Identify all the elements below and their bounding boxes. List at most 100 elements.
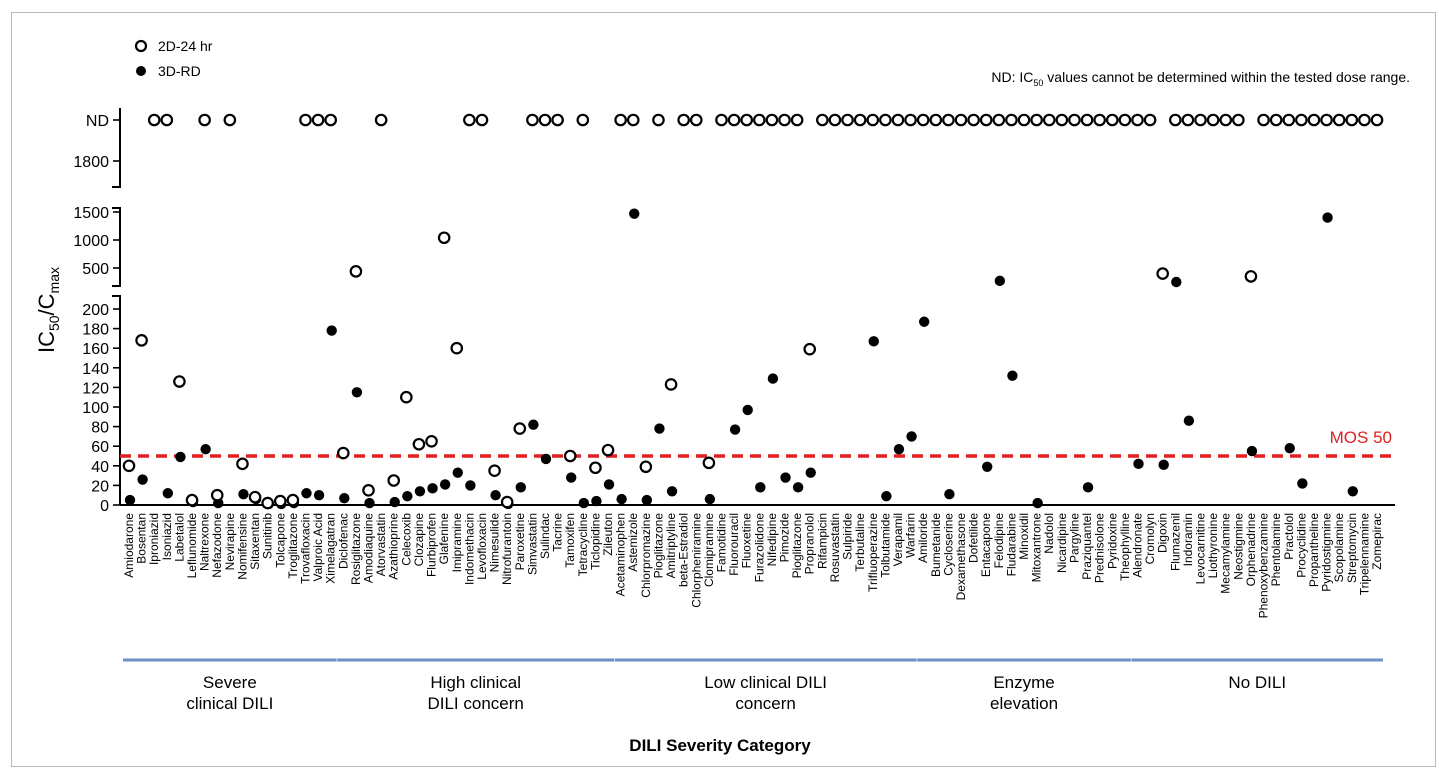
- point-2d-0-6: [198, 113, 211, 127]
- nd-note-prefix: ND: IC: [991, 69, 1033, 85]
- x-tick-label-2-20: Trifluoperazine: [866, 513, 880, 592]
- y-tick-label-mid-0: 500: [82, 261, 109, 278]
- point-2d-1-16: [538, 113, 552, 127]
- point-2d-4-0: [1131, 113, 1144, 127]
- point-3d-4-12: [1284, 442, 1295, 454]
- point-2d-2-11: [753, 113, 766, 127]
- x-tick-label-4-17: Streptomycin: [1345, 513, 1359, 583]
- point-3d-0-1: [137, 474, 148, 485]
- point-3d-2-11: [755, 482, 766, 493]
- point-2d-1-2: [362, 483, 375, 497]
- y-tick-label-mid-2: 1500: [73, 205, 109, 222]
- point-2d-3-2: [942, 113, 955, 127]
- x-tick-label-1-0: Diclofenac: [336, 513, 350, 569]
- point-2d-2-12: [765, 113, 779, 127]
- x-tick-label-1-5: Celecoxib: [399, 513, 413, 566]
- x-tick-label-1-12: Nimesulide: [488, 513, 502, 573]
- x-tick-label-0-2: Iproniazid: [147, 513, 161, 565]
- threshold-line: MOS 50: [120, 428, 1395, 458]
- axes: [112, 108, 1395, 506]
- x-tick-label-2-18: Sulpiride: [841, 513, 855, 560]
- group-label-4-line1: No DILI: [1228, 673, 1286, 692]
- x-tick-label-3-9: Mitoxantrone: [1030, 513, 1044, 583]
- x-tick-label-3-14: Prednisolone: [1093, 513, 1107, 583]
- point-2d-4-4: [1181, 113, 1195, 127]
- x-tick-label-0-6: Naltrexone: [198, 513, 212, 571]
- x-tick-label-3-10: Nadolol: [1042, 513, 1056, 554]
- point-2d-2-9: [727, 113, 741, 127]
- x-tick-label-2-19: Terbutaline: [853, 513, 867, 572]
- point-3d-3-2: [944, 489, 955, 500]
- group-label-0-line2: clinical DILI: [186, 694, 273, 713]
- x-tick-label-4-16: Scopolamine: [1332, 513, 1346, 583]
- x-tick-label-4-9: Orphenadrine: [1244, 513, 1258, 587]
- group-label-1-line1: High clinical: [430, 673, 521, 692]
- point-3d-4-2: [1158, 459, 1169, 471]
- point-2d-3-16: [1118, 113, 1132, 127]
- point-2d-1-18: [563, 449, 577, 463]
- legend-label-3d: 3D-RD: [158, 63, 201, 79]
- x-tick-label-4-4: Indoramin: [1181, 513, 1195, 566]
- point-2d-4-8: [1232, 113, 1245, 127]
- x-tick-label-1-8: Glafenine: [437, 513, 451, 565]
- x-tick-label-2-6: Chlorpheniramine: [689, 513, 703, 608]
- point-3d-0-6: [200, 443, 211, 455]
- point-2d-1-17: [551, 113, 564, 127]
- point-3d-1-15: [528, 419, 539, 430]
- point-2d-4-9: [1244, 270, 1258, 283]
- point-2d-2-3: [652, 113, 665, 127]
- point-2d-2-22: [891, 113, 905, 127]
- x-tick-label-4-18: Tripelennamine: [1357, 513, 1371, 596]
- point-2d-1-11: [475, 113, 489, 127]
- x-tick-label-2-17: Rosuvastatin: [828, 513, 842, 582]
- x-tick-label-3-16: Theophylline: [1118, 513, 1132, 581]
- x-tick-label-2-9: Fluorouracil: [727, 513, 741, 576]
- point-3d-4-4: [1183, 415, 1195, 426]
- point-2d-1-5: [400, 390, 413, 404]
- x-tick-label-3-15: Pyridoxine: [1105, 513, 1119, 569]
- point-2d-0-4: [173, 375, 186, 388]
- x-tick-label-0-7: Nefazodone: [210, 513, 224, 578]
- x-tick-label-4-0: Alendronate: [1130, 513, 1144, 578]
- data-points: [122, 113, 1384, 510]
- point-3d-1-6: [414, 486, 426, 497]
- x-tick-label-1-4: Azathioprine: [387, 513, 401, 580]
- x-tick-label-1-9: Imipramine: [450, 513, 464, 573]
- point-2d-1-9: [450, 341, 464, 355]
- category-groups: Severe clinical DILI High clinical DILI con…: [123, 658, 1383, 713]
- y-tick-label-low-5: 100: [82, 400, 109, 417]
- point-3d-4-3: [1171, 276, 1182, 288]
- point-2d-4-13: [1295, 113, 1308, 127]
- y-tick-label-low-6: 120: [82, 380, 109, 397]
- x-tick-label-1-7: Flurbiprofen: [425, 513, 439, 577]
- point-2d-2-13: [778, 113, 791, 127]
- point-2d-2-20: [866, 113, 880, 127]
- point-2d-2-17: [828, 113, 842, 127]
- x-tick-label-0-1: Bosentan: [135, 513, 149, 564]
- point-2d-0-16: [324, 113, 337, 127]
- y-tick-label-low-4: 80: [91, 420, 109, 437]
- point-2d-0-8: [223, 113, 237, 127]
- x-tick-label-4-13: Procyclidine: [1294, 513, 1308, 578]
- point-3d-3-6: [994, 275, 1006, 287]
- point-3d-1-16: [540, 453, 552, 465]
- x-tick-label-2-21: Tolbutamide: [878, 513, 892, 578]
- point-2d-4-14: [1307, 113, 1321, 127]
- point-2d-2-16: [816, 113, 829, 127]
- point-2d-4-16: [1332, 113, 1346, 127]
- point-3d-2-3: [654, 423, 665, 434]
- point-2d-2-4: [664, 378, 678, 391]
- nd-note-suffix: values cannot be determined within the t…: [1043, 69, 1410, 85]
- x-tick-label-0-0: Amiodarone: [122, 513, 136, 578]
- x-tick-label-3-13: Praziquantel: [1080, 513, 1094, 580]
- point-3d-0-9: [238, 489, 249, 500]
- x-tick-label-4-10: Phenoxybenzamine: [1257, 513, 1271, 619]
- point-3d-0-0: [124, 494, 136, 506]
- point-3d-4-9: [1246, 445, 1258, 457]
- x-tick-label-2-23: Warfarin: [904, 513, 918, 558]
- y-tick-label-low-10: 200: [82, 302, 109, 319]
- point-2d-0-3: [160, 113, 174, 127]
- x-tick-label-1-6: Clozapine: [412, 513, 426, 567]
- point-2d-0-14: [299, 113, 312, 127]
